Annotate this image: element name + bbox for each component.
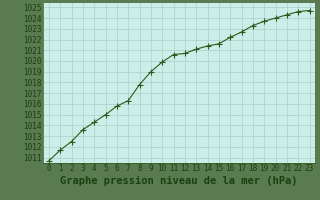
- X-axis label: Graphe pression niveau de la mer (hPa): Graphe pression niveau de la mer (hPa): [60, 176, 298, 186]
